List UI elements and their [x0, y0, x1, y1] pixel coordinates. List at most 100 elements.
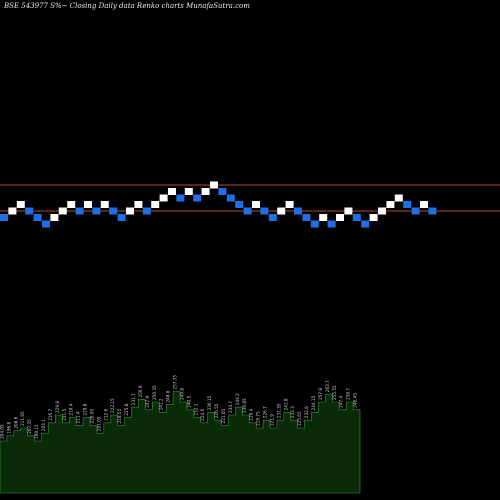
renko-brick-down: [235, 201, 244, 208]
renko-brick-down: [294, 207, 302, 215]
volume-label: 196.8: [6, 421, 11, 433]
volume-label: 201.05: [96, 416, 101, 431]
renko-brick-up: [285, 201, 294, 208]
volume-label: 219.75: [256, 411, 261, 426]
volume-label: 229.8: [55, 401, 60, 413]
renko-brick-up: [134, 201, 143, 208]
volume-label: 246.45: [353, 393, 358, 408]
volume-label: 241.8: [283, 398, 288, 410]
volume-label: 225.8: [124, 403, 129, 415]
renko-brick-up: [67, 201, 76, 208]
renko-brick-up: [386, 201, 395, 208]
renko-brick-up: [16, 201, 25, 208]
volume-label: 232.1: [193, 403, 198, 415]
renko-brick-down: [218, 188, 227, 195]
renko-brick-up: [336, 214, 344, 221]
renko-brick-down: [428, 207, 437, 215]
renko-brick-down: [268, 214, 277, 221]
volume-area: [0, 391, 361, 494]
volume-label: 233.3: [290, 406, 295, 418]
renko-brick-down: [33, 214, 42, 221]
renko-brick-up: [58, 207, 67, 215]
volume-label: 199.15: [34, 424, 39, 439]
renko-brick-up: [151, 201, 160, 208]
renko-brick-up: [159, 194, 168, 202]
volume-label: 231.7: [131, 393, 136, 405]
renko-bricks: [0, 181, 437, 228]
volume-area-shape: [0, 391, 361, 494]
renko-brick-up: [394, 194, 403, 202]
volume-label: 240.5: [186, 395, 191, 407]
renko-brick-up: [84, 201, 92, 208]
renko-brick-up: [420, 201, 428, 208]
renko-brick-up: [344, 207, 353, 215]
renko-brick-down: [75, 207, 84, 215]
renko-brick-down: [109, 207, 118, 215]
volume-label: 256.9: [138, 385, 143, 397]
renko-brick-up: [210, 181, 218, 189]
renko-brick-down: [117, 214, 126, 221]
volume-label: 257.9: [318, 388, 323, 400]
renko-brick-down: [193, 194, 202, 202]
volume-label: 249.8: [180, 388, 185, 400]
volume-label: 247.4: [339, 395, 344, 407]
renko-brick-up: [126, 207, 134, 215]
renko-brick-up: [369, 214, 378, 221]
renko-brick-down: [352, 214, 361, 221]
volume-label: 247.9: [145, 395, 150, 407]
volume-label: 204.05: [0, 424, 5, 439]
volume-label: 229.4: [249, 408, 254, 420]
renko-brick-down: [411, 207, 420, 215]
volume-label: 258.7: [346, 388, 351, 400]
renko-brick-down: [403, 201, 412, 208]
renko-brick-up: [8, 207, 17, 215]
volume-label: 226.7: [263, 406, 268, 418]
renko-brick-up: [201, 188, 210, 195]
volume-label: 257.75: [173, 375, 178, 390]
volume-label: 221.9: [270, 414, 275, 426]
renko-brick-down: [302, 214, 311, 221]
renko-brick-down: [260, 207, 269, 215]
volume-label: 211.4: [76, 411, 81, 423]
volume-label: 255.55: [332, 385, 337, 400]
renko-brick-up: [184, 188, 193, 195]
volume-label: 225.65: [297, 411, 302, 426]
volume-label: 203.1: [41, 419, 46, 431]
volume-label: 212.6: [103, 408, 108, 420]
renko-brick-down: [226, 194, 235, 202]
renko-brick-up: [100, 201, 109, 208]
renko-brick-down: [176, 194, 185, 202]
chart-title: BSE 543977 S%~ Closing Daily data Renko …: [4, 2, 250, 10]
volume-label: 224.6: [200, 408, 205, 420]
renko-brick-down: [42, 220, 50, 228]
volume-label: 241.2: [159, 398, 164, 410]
volume-label: 236.85: [242, 398, 247, 413]
renko-brick-down: [92, 207, 101, 215]
renko-brick-up: [277, 207, 286, 215]
volume-label: 244.15: [311, 395, 316, 410]
renko-brick-down: [361, 220, 370, 228]
volume-label: 230.15: [207, 395, 212, 410]
renko-brick-up: [378, 207, 386, 215]
volume-label: 221.5: [62, 408, 67, 420]
volume-label: 248.8: [166, 390, 171, 402]
volume-label: 232.8: [304, 406, 309, 418]
volume-label: 208.6: [13, 416, 18, 428]
volume-label: 234.7: [228, 401, 233, 413]
volume-label: 221.05: [221, 408, 226, 423]
renko-brick-down: [327, 220, 336, 228]
volume-label: 218.55: [117, 408, 122, 423]
renko-brick-down: [310, 220, 319, 228]
renko-brick-down: [142, 207, 151, 215]
volume-label: 222.15: [110, 398, 115, 413]
renko-brick-up: [168, 188, 176, 195]
renko-brick-down: [25, 207, 34, 215]
renko-brick-down: [0, 214, 8, 221]
renko-brick-up: [50, 214, 59, 221]
volume-label: 263.7: [325, 380, 330, 392]
volume-label: 244.2: [235, 393, 240, 405]
volume-label: 229.8: [83, 403, 88, 415]
renko-brick-down: [243, 207, 252, 215]
